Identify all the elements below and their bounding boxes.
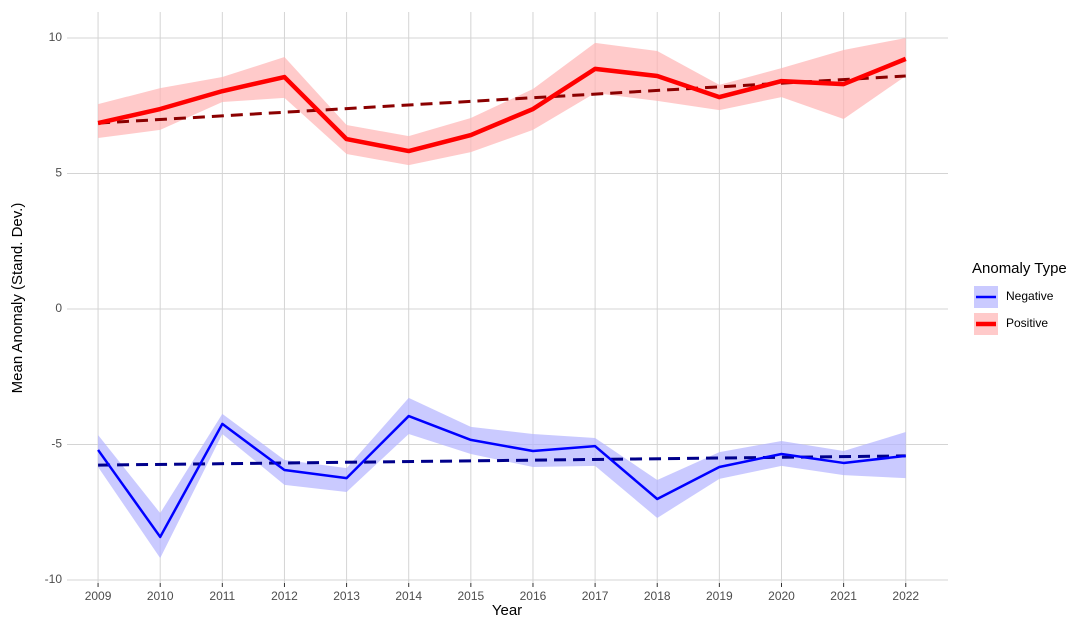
x-tick-label: 2017 [582,589,609,603]
x-tick-label: 2011 [209,589,235,603]
x-tick-label: 2019 [706,589,733,603]
confidence-ribbon [98,38,906,166]
x-tick-label: 2009 [85,589,112,603]
x-tick-label: 2010 [147,589,174,603]
y-tick-label: 10 [49,30,63,44]
x-tick-label: 2014 [395,589,422,603]
legend-title: Anomaly Type [972,260,1067,277]
x-tick-label: 2018 [644,589,671,603]
series-line [97,414,906,539]
y-tick-label: -10 [45,572,63,586]
y-axis-label: Mean Anomaly (Stand. Dev.) [9,203,26,394]
y-tick-label: -5 [51,437,62,451]
y-tick-label: 0 [55,301,62,315]
legend-label: Negative [1006,289,1054,303]
x-tick-label: 2015 [457,589,484,603]
confidence-ribbon [98,397,906,559]
x-tick-label: 2013 [333,589,360,603]
x-tick-label: 2012 [271,589,298,603]
y-tick-label: 5 [55,166,62,180]
x-axis-label: Year [492,602,522,619]
x-tick-label: 2021 [830,589,857,603]
series-line [97,56,907,154]
legend-label: Positive [1006,316,1048,330]
x-tick-label: 2016 [520,589,547,603]
x-tick-label: 2022 [892,589,919,603]
x-tick-label: 2020 [768,589,795,603]
